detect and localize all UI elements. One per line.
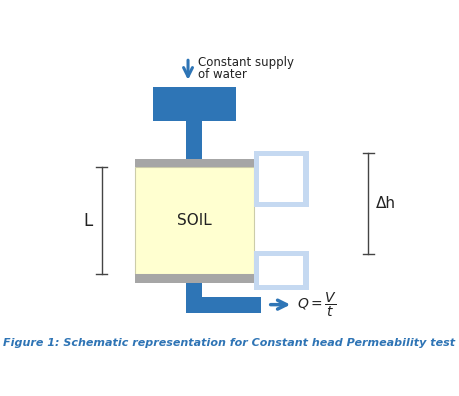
Bar [186,297,262,312]
Bar [253,285,303,290]
Bar [186,121,202,158]
Bar [135,274,253,282]
Text: Figure 1: Schematic representation for Constant head Permeability test: Figure 1: Schematic representation for C… [3,338,456,348]
Text: $Q = \dfrac{V}{t}$: $Q = \dfrac{V}{t}$ [297,291,337,319]
Bar [135,158,253,167]
Bar [186,282,202,312]
Bar [253,251,259,290]
Text: L: L [83,211,92,230]
Bar [253,150,303,156]
Text: SOIL: SOIL [177,213,212,228]
Bar [253,150,259,208]
Bar [303,150,309,208]
Text: Constant supply: Constant supply [197,56,293,69]
Bar [153,88,236,121]
Text: of water: of water [197,69,246,82]
Bar [303,251,309,290]
Bar [253,202,309,208]
Bar [253,251,309,257]
Bar [135,167,253,274]
Text: Δh: Δh [376,196,396,211]
